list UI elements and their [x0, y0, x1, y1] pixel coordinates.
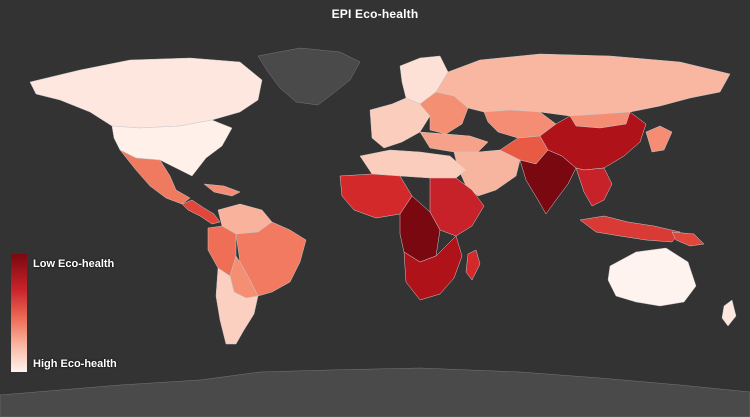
region-papua-new-guinea[interactable] [671, 231, 705, 247]
region-southern-africa[interactable] [403, 235, 463, 301]
region-australia[interactable] [607, 247, 697, 307]
region-greenland[interactable] [257, 47, 361, 106]
region-southeast-asia[interactable] [575, 167, 613, 207]
region-japan-korea[interactable] [645, 125, 673, 153]
region-antarctica[interactable] [0, 367, 750, 417]
region-middle-east[interactable] [453, 149, 521, 197]
map-title: EPI Eco-health [331, 7, 419, 21]
region-india[interactable] [519, 149, 577, 215]
region-balkans-turkey[interactable] [419, 131, 489, 153]
region-mongolia[interactable] [569, 111, 631, 129]
region-madagascar[interactable] [465, 249, 481, 281]
region-new-zealand[interactable] [721, 299, 737, 327]
region-canada-alaska[interactable] [29, 57, 263, 129]
region-caribbean[interactable] [203, 183, 241, 197]
region-argentina-chile[interactable] [215, 267, 259, 345]
legend-low-label: Low Eco-health [33, 258, 115, 270]
legend-color-scale [11, 254, 27, 372]
region-mexico[interactable] [119, 149, 191, 205]
region-central-america[interactable] [181, 199, 221, 225]
region-western-europe[interactable] [369, 97, 431, 149]
legend-high-label: High Eco-health [33, 358, 117, 370]
